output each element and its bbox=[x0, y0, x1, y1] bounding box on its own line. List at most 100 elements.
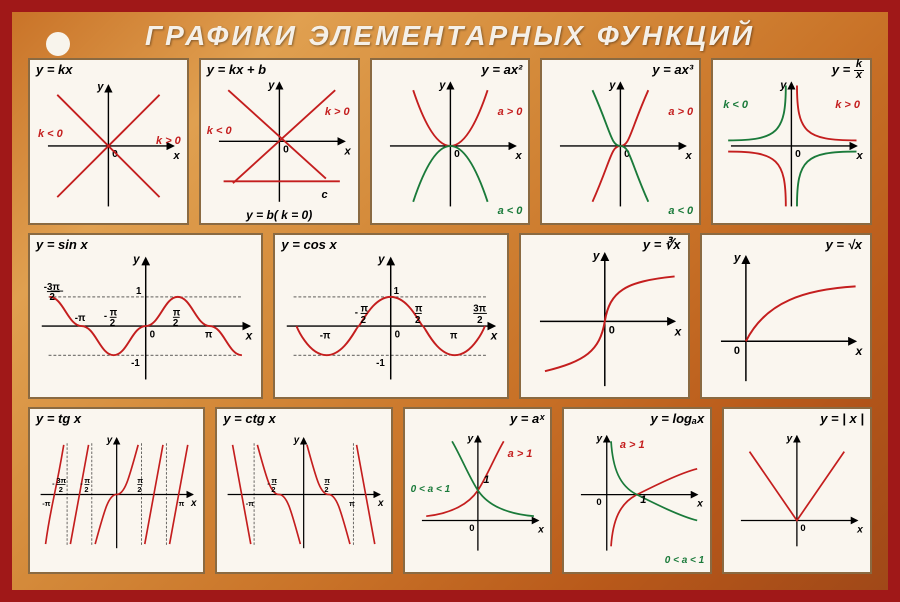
svg-text:0: 0 bbox=[801, 523, 806, 534]
panel-sqrt: y = √x x y 0 bbox=[700, 233, 872, 400]
svg-text:x: x bbox=[856, 525, 864, 536]
svg-text:-1: -1 bbox=[377, 358, 386, 369]
svg-text:y: y bbox=[267, 79, 275, 91]
annot-ax2-neg: a < 0 bbox=[498, 205, 523, 217]
annot-exp-lt1: 0 < a < 1 bbox=[411, 484, 450, 495]
svg-text:2: 2 bbox=[84, 485, 88, 494]
svg-text:y: y bbox=[132, 253, 140, 266]
panel-kx-inv: y = kx x y 0 k < 0 k > 0 bbox=[711, 58, 872, 225]
annot-kxinv-neg: k < 0 bbox=[723, 99, 748, 111]
annot-exp-gt1: a > 1 bbox=[508, 448, 533, 460]
decorative-dot bbox=[46, 32, 70, 56]
label-log: y = logₐx bbox=[650, 411, 704, 426]
svg-text:2: 2 bbox=[50, 291, 56, 302]
label-kxb: y = kx + b bbox=[207, 62, 266, 77]
panel-ctg: y = ctg x x y -π - π bbox=[215, 407, 392, 574]
svg-text:π: π bbox=[205, 329, 213, 340]
svg-text:x: x bbox=[537, 525, 545, 536]
svg-text:x: x bbox=[190, 498, 197, 509]
panel-tg: y = tg x x y -π - bbox=[28, 407, 205, 574]
svg-text:-π: -π bbox=[320, 330, 331, 341]
annot-ax2-pos: a > 0 bbox=[498, 106, 523, 118]
footer-kxb: y = b( k = 0) bbox=[246, 208, 312, 222]
label-abs: y = | x | bbox=[820, 411, 864, 426]
svg-text:0: 0 bbox=[454, 149, 460, 160]
svg-text:y: y bbox=[106, 436, 113, 447]
svg-text:y: y bbox=[786, 434, 794, 445]
svg-text:2: 2 bbox=[325, 485, 329, 494]
svg-text:2: 2 bbox=[137, 485, 141, 494]
row-2: y = sin x x y 0 1 -1 bbox=[28, 233, 872, 400]
svg-text:π: π bbox=[173, 307, 181, 318]
annot-c: c bbox=[321, 189, 327, 201]
panel-ax3: y = ax³ x y 0 a > 0 a < 0 bbox=[540, 58, 701, 225]
label-sin: y = sin x bbox=[36, 237, 88, 252]
annot-kneg: k < 0 bbox=[38, 128, 63, 140]
svg-text:y: y bbox=[378, 253, 386, 266]
svg-text:-: - bbox=[104, 311, 107, 322]
annot-ax3-pos: a > 0 bbox=[668, 106, 693, 118]
svg-text:y: y bbox=[609, 79, 617, 91]
svg-text:x: x bbox=[245, 329, 253, 342]
annot-log-1: 1 bbox=[640, 494, 646, 506]
svg-text:y: y bbox=[592, 248, 601, 262]
svg-text:0: 0 bbox=[597, 497, 602, 508]
svg-text:0: 0 bbox=[150, 329, 155, 340]
label-cbrt: y = ∛x bbox=[643, 237, 681, 253]
svg-text:-1: -1 bbox=[131, 358, 140, 369]
label-ctg: y = ctg x bbox=[223, 411, 275, 426]
panel-sin: y = sin x x y 0 1 -1 bbox=[28, 233, 263, 400]
svg-text:2: 2 bbox=[59, 485, 63, 494]
svg-text:π: π bbox=[137, 476, 143, 485]
svg-text:1: 1 bbox=[136, 286, 142, 297]
svg-text:π: π bbox=[361, 303, 369, 314]
svg-text:2: 2 bbox=[478, 315, 484, 326]
panel-abs: y = | x | x y 0 bbox=[722, 407, 872, 574]
svg-text:y: y bbox=[733, 250, 742, 264]
row-1: y = kx x y 0 k < 0 k > 0 y = kx + b bbox=[28, 58, 872, 225]
svg-text:y: y bbox=[293, 436, 300, 447]
svg-text:x: x bbox=[697, 499, 705, 510]
annot-log-gt1: a > 1 bbox=[620, 439, 645, 451]
label-sqrt: y = √x bbox=[826, 237, 862, 252]
svg-text:2: 2 bbox=[272, 485, 276, 494]
panel-exp: y = aˣ x y 0 a > 1 0 < a < 1 1 bbox=[403, 407, 553, 574]
label-kxinv: y = kx bbox=[832, 60, 864, 81]
svg-text:2: 2 bbox=[361, 315, 367, 326]
svg-text:2: 2 bbox=[110, 318, 116, 329]
svg-text:π: π bbox=[450, 330, 458, 341]
svg-text:x: x bbox=[685, 150, 693, 162]
panel-kxb: y = kx + b x y 0 k < 0 k > 0 c y = b( k … bbox=[199, 58, 360, 225]
svg-text:-π: -π bbox=[75, 313, 86, 324]
svg-text:π: π bbox=[272, 476, 278, 485]
svg-text:0: 0 bbox=[795, 149, 801, 160]
svg-text:x: x bbox=[856, 150, 864, 162]
svg-text:2: 2 bbox=[173, 318, 179, 329]
annot-exp-1: 1 bbox=[483, 474, 489, 486]
svg-text:y: y bbox=[466, 434, 474, 445]
svg-text:π: π bbox=[415, 303, 423, 314]
svg-text:x: x bbox=[172, 150, 180, 162]
svg-text:π: π bbox=[349, 499, 355, 508]
annot-kxb-neg: k < 0 bbox=[207, 125, 232, 137]
panel-kx: y = kx x y 0 k < 0 k > 0 bbox=[28, 58, 189, 225]
svg-text:0: 0 bbox=[734, 345, 740, 357]
panel-ax2: y = ax² x y 0 a > 0 a < 0 bbox=[370, 58, 531, 225]
svg-text:-: - bbox=[355, 307, 358, 318]
panel-cos: y = cos x x bbox=[273, 233, 508, 400]
label-exp: y = aˣ bbox=[510, 411, 544, 426]
svg-text:π: π bbox=[179, 499, 185, 508]
label-cos: y = cos x bbox=[281, 237, 336, 252]
annot-kpos: k > 0 bbox=[156, 135, 181, 147]
svg-text:y: y bbox=[96, 81, 104, 93]
svg-text:y: y bbox=[596, 434, 604, 445]
svg-text:0: 0 bbox=[283, 144, 289, 155]
annot-kxb-pos: k > 0 bbox=[325, 106, 350, 118]
svg-text:y: y bbox=[438, 79, 446, 91]
svg-text:3π: 3π bbox=[56, 476, 66, 485]
svg-text:1: 1 bbox=[394, 286, 400, 297]
panel-cbrt: y = ∛x x y 0 bbox=[519, 233, 691, 400]
svg-text:-π: -π bbox=[246, 499, 254, 508]
panels-grid: y = kx x y 0 k < 0 k > 0 y = kx + b bbox=[12, 58, 888, 586]
svg-text:π: π bbox=[325, 476, 331, 485]
